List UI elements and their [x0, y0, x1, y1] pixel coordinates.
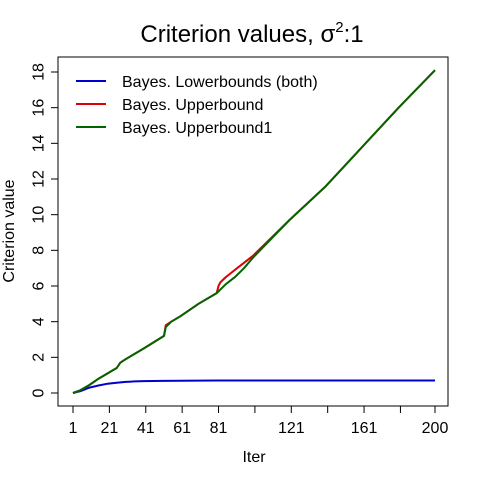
y-axis: 0 2 4 6 8 10 12 14 16 18: [31, 63, 59, 397]
chart-title-sigma: σ: [320, 21, 335, 48]
legend-label-1: Bayes. Lowerbounds (both): [122, 74, 318, 91]
y-tick-label: 6: [31, 281, 48, 290]
chart-title-superscript: 2: [335, 19, 343, 36]
y-axis-title: Criterion value: [1, 179, 18, 282]
y-tick-label: 14: [31, 134, 48, 152]
x-tick-label: 61: [173, 420, 191, 437]
y-tick-label: 16: [31, 99, 48, 117]
x-axis: 1 21 41 61 81 121 161 200: [69, 405, 449, 437]
y-tick-label: 2: [31, 353, 48, 362]
x-tick-label: 121: [278, 420, 305, 437]
x-axis-title: Iter: [242, 449, 266, 466]
y-tick-label: 0: [31, 388, 48, 397]
y-tick-label: 8: [31, 246, 48, 255]
y-tick-label: 12: [31, 170, 48, 188]
x-tick-label: 81: [210, 420, 228, 437]
chart-title: Criterion values, σ2:1: [140, 19, 363, 48]
chart-title-tail: :1: [344, 21, 364, 48]
y-tick-label: 18: [31, 63, 48, 81]
x-tick-label: 200: [422, 420, 449, 437]
x-tick-label: 41: [137, 420, 155, 437]
x-tick-label: 1: [69, 420, 78, 437]
series-line-2: [72, 69, 436, 394]
series-layer: [72, 69, 436, 394]
legend-label-2: Bayes. Upperbound: [122, 97, 263, 114]
x-tick-label: 161: [351, 420, 378, 437]
legend-label-3: Bayes. Upperbound1: [122, 120, 272, 137]
series-line-1: [72, 379, 435, 394]
y-tick-label: 10: [31, 206, 48, 224]
x-tick-label: 21: [100, 420, 118, 437]
y-tick-label: 4: [31, 317, 48, 326]
chart-title-main: Criterion values,: [140, 21, 320, 48]
legend: Bayes. Lowerbounds (both) Bayes. Upperbou…: [76, 74, 318, 137]
series-line-3: [72, 69, 436, 394]
